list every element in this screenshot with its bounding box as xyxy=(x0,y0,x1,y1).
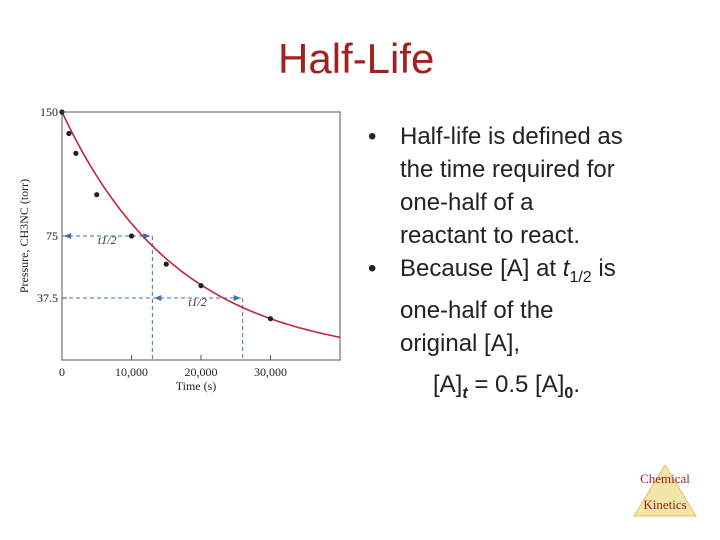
t-subscript: 1/2 xyxy=(569,268,592,286)
data-point xyxy=(94,192,100,198)
half-life-label: t1/2 xyxy=(98,233,117,247)
y-axis-label: Pressure, CH3NC (torr) xyxy=(17,179,31,293)
y-tick-label: 37.5 xyxy=(37,291,58,305)
formula-zero-subscript: 0 xyxy=(564,384,574,402)
badge-line-1: Chemical xyxy=(640,471,690,486)
bullet-line: the time required for xyxy=(400,156,615,183)
formula-t-subscript: t xyxy=(462,384,468,402)
bullet-text: is xyxy=(591,255,616,282)
bullet-list: • Half-life is defined as the time requi… xyxy=(368,120,708,360)
badge-triangle xyxy=(633,464,697,517)
formula-a: [A] xyxy=(433,371,463,398)
data-point xyxy=(163,261,169,267)
x-tick-label: 0 xyxy=(59,365,65,379)
chemical-kinetics-badge: Chemical Kinetics xyxy=(632,463,698,518)
bullet-dot: • xyxy=(368,123,377,150)
half-life-formula: [A]t = 0.5 [A]0. xyxy=(433,368,580,410)
formula-eq: = 0.5 [A] xyxy=(467,371,565,398)
x-tick-label: 10,000 xyxy=(115,365,148,379)
data-point xyxy=(198,283,204,289)
y-tick-label: 150 xyxy=(40,108,58,119)
bullet-line: reactant to react. xyxy=(400,222,581,249)
guide-arrow-left xyxy=(64,233,71,239)
bullet-dot: • xyxy=(368,255,377,282)
x-axis-label: Time (s) xyxy=(176,379,217,393)
bullet-line: one-half of the xyxy=(400,296,554,324)
bullet-line: Because [A] at t1/2 is xyxy=(400,252,708,294)
guide-arrow-left xyxy=(154,295,162,301)
ticks-layer: 0 10,000 20,000 30,000 150 75 37.5 xyxy=(37,108,287,379)
x-tick-label: 20,000 xyxy=(185,365,218,379)
bullet-line: original [A], xyxy=(400,329,521,357)
formula-end: . xyxy=(573,371,580,398)
data-point xyxy=(66,130,72,137)
data-point xyxy=(128,233,135,239)
data-point xyxy=(73,150,79,156)
points-layer xyxy=(59,109,274,322)
x-tick-label: 30,000 xyxy=(254,365,287,379)
slide-title: Half-Life xyxy=(278,35,435,82)
t-symbol: t xyxy=(562,255,570,282)
half-life-chart: t1/2 t1/2 0 10,000 20,000 30,000 150 75 37.5 Ti… xyxy=(17,108,341,393)
bullet-half-concentration: • Because [A] at t1/2 is one-half of the… xyxy=(368,252,708,360)
bullet-line: one-half of a xyxy=(400,189,534,216)
data-point xyxy=(267,316,274,322)
bullet-text: Because [A] at xyxy=(400,255,563,282)
badge-line-2: Kinetics xyxy=(643,497,687,512)
bullet-line: Half-life is defined as xyxy=(400,123,623,150)
bullet-half-life-definition: • Half-life is defined as the time requi… xyxy=(368,120,708,252)
half-life-label: t1/2 xyxy=(188,295,207,309)
half-life-guides: t1/2 t1/2 xyxy=(62,233,244,360)
guide-arrow-right xyxy=(233,295,241,301)
y-tick-label: 75 xyxy=(46,229,58,243)
